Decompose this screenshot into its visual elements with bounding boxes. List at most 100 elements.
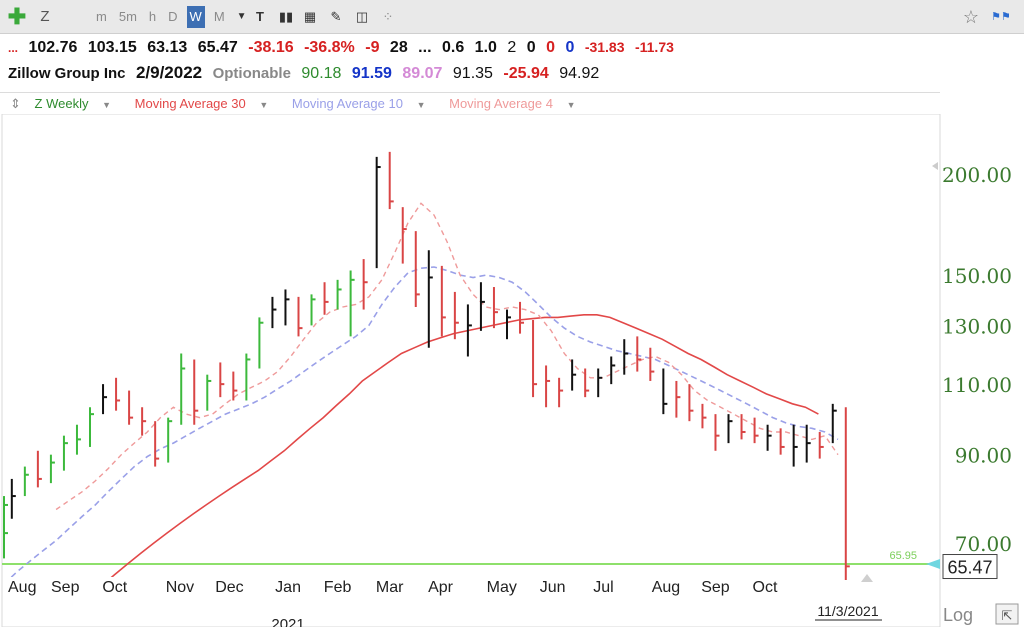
plus-icon[interactable]: ✚ <box>7 4 27 29</box>
price-bar[interactable] <box>310 294 316 326</box>
price-bar[interactable] <box>753 417 759 444</box>
tag-icon[interactable]: ◫ <box>355 9 369 24</box>
price-bar[interactable] <box>23 466 29 497</box>
timeframe-chevron-icon[interactable]: ▼ <box>236 11 247 22</box>
timeframe-m[interactable]: m <box>96 9 107 24</box>
price-bar[interactable] <box>336 279 342 310</box>
chevron-down-icon[interactable]: ▼ <box>566 100 576 110</box>
price-bar[interactable] <box>362 259 368 310</box>
price-bar[interactable] <box>180 353 186 425</box>
quote-ellipsis[interactable]: ... <box>8 41 19 55</box>
price-bar[interactable] <box>558 377 564 408</box>
bars-icon[interactable]: ▮▮ <box>278 9 294 24</box>
price-bar[interactable] <box>245 353 251 401</box>
timeframe-M[interactable]: M <box>213 9 225 24</box>
resize-icon[interactable] <box>995 603 1019 625</box>
chevron-down-icon[interactable]: ▼ <box>259 100 269 110</box>
price-bar[interactable] <box>10 478 16 519</box>
price-bar[interactable] <box>232 371 238 401</box>
price-bar[interactable] <box>3 496 8 539</box>
ma4-label[interactable]: Moving Average 4 ▼ <box>449 96 585 111</box>
star-icon[interactable]: ☆ <box>962 7 980 27</box>
price-bar[interactable] <box>714 414 720 451</box>
y-tick-label: 150.00 <box>942 264 1012 288</box>
chevron-down-icon[interactable]: ▼ <box>102 100 112 110</box>
price-bar[interactable] <box>479 282 485 331</box>
timeframe-h[interactable]: h <box>148 9 157 24</box>
price-bar[interactable] <box>388 151 394 210</box>
price-bar[interactable] <box>662 368 668 415</box>
price-bar[interactable] <box>271 296 277 329</box>
series-label[interactable]: Z Weekly ▼ <box>35 96 121 111</box>
expand-icon[interactable]: ⇱ <box>1002 609 1013 624</box>
dots-icon[interactable]: ⁘ <box>382 9 394 24</box>
price-bar[interactable] <box>193 359 199 425</box>
price-bar[interactable] <box>297 296 303 337</box>
price-bar[interactable] <box>818 431 824 459</box>
price-bar[interactable] <box>466 304 472 357</box>
price-bar[interactable] <box>610 356 616 385</box>
price-bar[interactable] <box>688 384 694 422</box>
price-bar[interactable] <box>440 265 446 337</box>
timeframe-W[interactable]: W <box>186 6 205 28</box>
optionable-label: Optionable <box>212 65 291 82</box>
timeframe-D[interactable]: D <box>168 9 178 24</box>
timeframe-5m[interactable]: 5m <box>118 9 137 24</box>
price-bar[interactable] <box>414 231 420 307</box>
chevron-down-icon[interactable]: ▼ <box>416 100 426 110</box>
chart-area <box>1 114 941 627</box>
price-bar[interactable] <box>75 424 81 455</box>
price-bar[interactable] <box>427 250 433 348</box>
price-bar[interactable] <box>792 424 798 467</box>
pencil-icon[interactable]: ✎ <box>330 9 342 24</box>
price-bar[interactable] <box>727 414 733 444</box>
price-bar[interactable] <box>284 289 290 326</box>
price-bar[interactable] <box>740 414 746 440</box>
price-bar[interactable] <box>102 384 108 415</box>
tt-icon[interactable]: T <box>256 9 264 24</box>
price-bar[interactable] <box>831 403 837 444</box>
price-bar[interactable] <box>492 287 498 329</box>
price-bar[interactable] <box>766 424 772 451</box>
symbol-button[interactable]: Z <box>40 8 50 25</box>
price-bar[interactable] <box>62 435 68 471</box>
price-bar[interactable] <box>36 450 42 488</box>
flag-icon[interactable]: ⚑⚑ <box>991 11 1011 23</box>
price-bar[interactable] <box>141 407 147 436</box>
price-bar[interactable] <box>167 417 173 463</box>
ma30-label[interactable]: Moving Average 30 ▼ <box>135 96 279 111</box>
price-bar[interactable] <box>675 380 681 418</box>
price-bar[interactable] <box>89 407 95 447</box>
log-scale-toggle[interactable]: Log <box>943 605 973 625</box>
price-bar[interactable] <box>115 377 121 411</box>
price-bar[interactable] <box>128 390 134 425</box>
table-icon[interactable]: ▦ <box>303 9 317 24</box>
price-chart[interactable]: 65.95 200.00 150.00 130.00 110.00 90.00 70.006… <box>0 114 1024 627</box>
price-bar[interactable] <box>649 347 655 381</box>
price-bar[interactable] <box>597 368 603 398</box>
price-bar[interactable] <box>375 156 381 269</box>
price-bar[interactable] <box>206 374 212 411</box>
price-bar[interactable] <box>636 336 642 372</box>
price-bar[interactable] <box>154 421 160 467</box>
price-bar[interactable] <box>349 270 355 337</box>
price-bar[interactable] <box>505 309 511 340</box>
price-bar[interactable] <box>701 403 707 429</box>
price-bar[interactable] <box>844 407 850 581</box>
price-bar[interactable] <box>584 368 590 398</box>
price-bar[interactable] <box>401 207 407 264</box>
ma10-label[interactable]: Moving Average 10 ▼ <box>292 96 436 111</box>
price-bar[interactable] <box>805 424 811 463</box>
price-bar[interactable] <box>258 317 264 369</box>
drag-handle-icon[interactable]: ⇕ <box>10 96 21 111</box>
price-bar[interactable] <box>779 428 785 455</box>
price-bar[interactable] <box>571 359 577 391</box>
price-bar[interactable] <box>453 291 459 340</box>
price-bar[interactable] <box>219 362 225 398</box>
price-bar[interactable] <box>49 454 55 484</box>
price-bar[interactable] <box>519 301 525 334</box>
price-bar[interactable] <box>323 282 329 315</box>
price-bar[interactable] <box>545 365 551 408</box>
price-bar[interactable] <box>623 339 629 375</box>
price-bar[interactable] <box>532 320 538 398</box>
